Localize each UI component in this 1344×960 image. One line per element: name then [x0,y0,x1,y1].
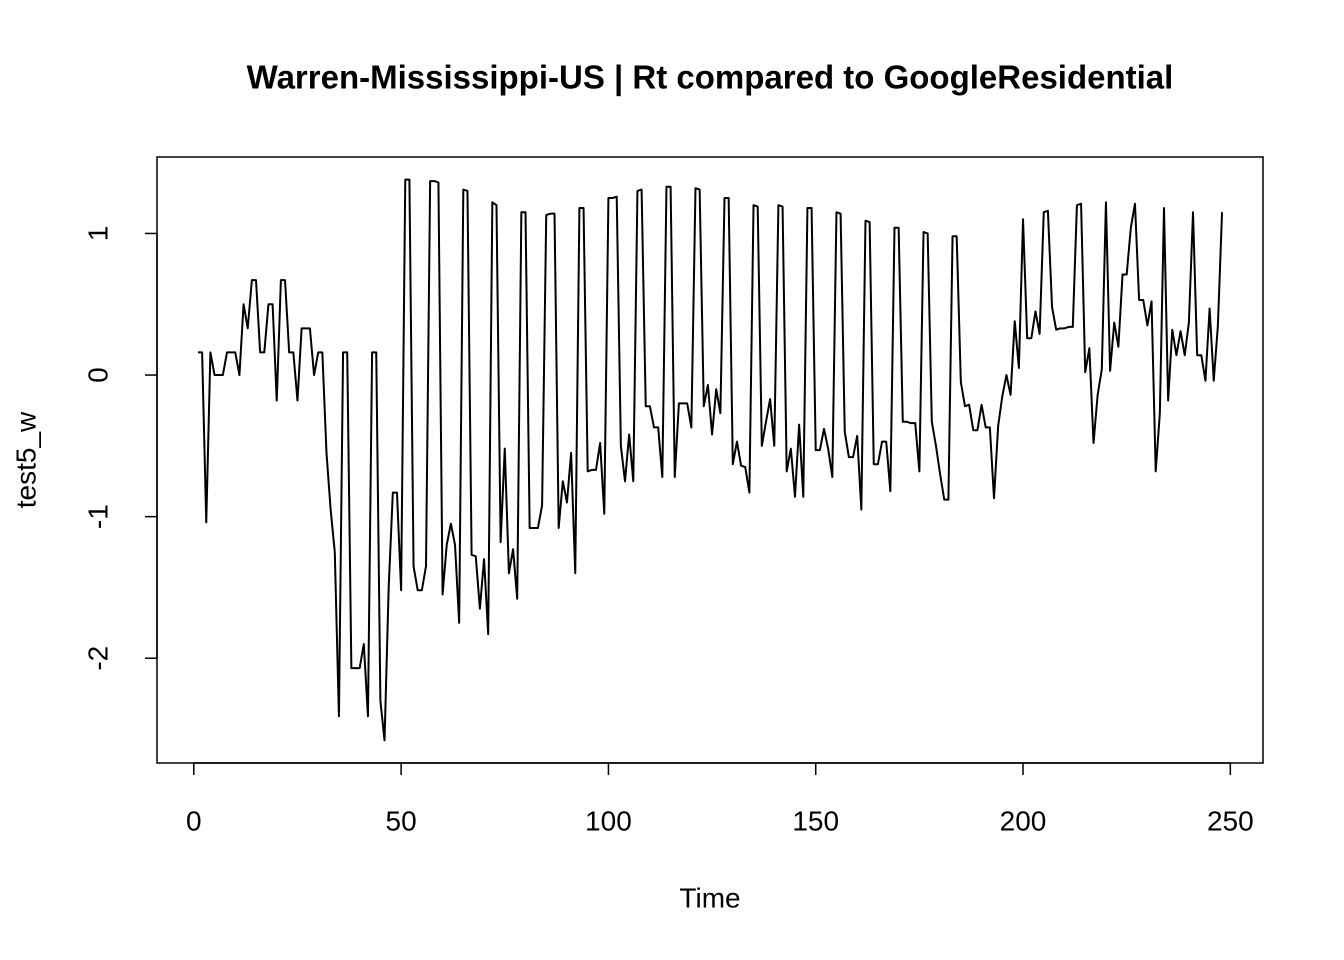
x-tick-label: 50 [386,805,417,836]
x-tick-label: 250 [1207,805,1254,836]
y-tick-label: 1 [82,226,113,242]
y-tick-label: -1 [82,504,113,529]
plot-frame [156,156,1264,764]
data-line [197,178,1224,742]
y-axis-label: test5_w [10,411,41,508]
x-tick-label: 150 [792,805,839,836]
x-axis-label: Time [679,882,740,913]
y-tick-label: -2 [82,646,113,671]
x-tick-label: 0 [186,805,202,836]
x-tick-label: 100 [585,805,632,836]
x-tick-label: 200 [1000,805,1047,836]
chart-title: Warren-Mississippi-US | Rt compared to G… [247,59,1174,96]
y-tick-label: 0 [82,367,113,383]
